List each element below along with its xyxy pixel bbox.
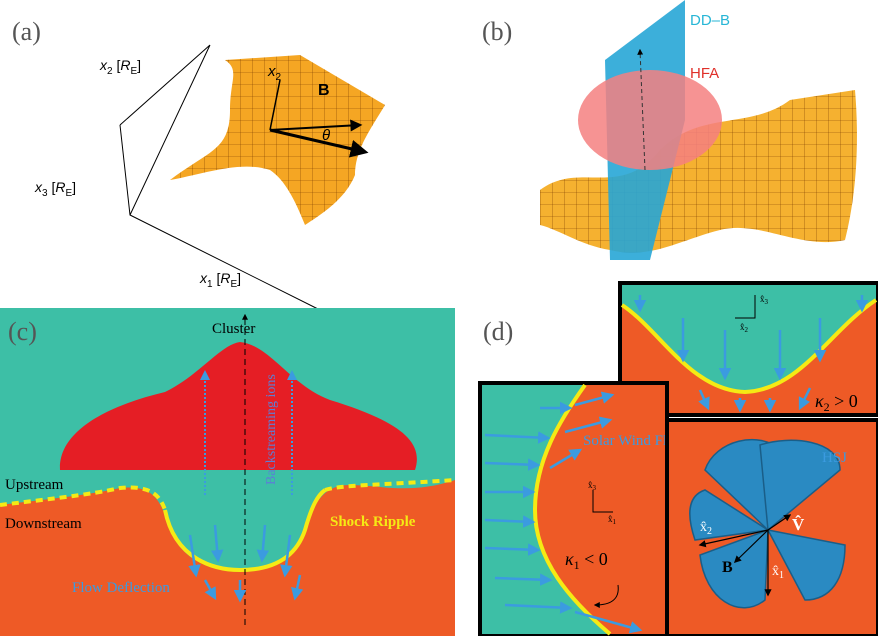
upstream-label: Upstream — [5, 477, 64, 493]
vector-x1 — [269, 119, 363, 132]
foreshock-blob — [59, 342, 417, 470]
upstream-region — [622, 285, 876, 392]
text-part: x — [99, 57, 108, 73]
curvature-label: κ1 < 0 — [565, 549, 608, 572]
text-part: > 0 — [830, 391, 858, 411]
normal-axis — [637, 48, 646, 171]
hsj-label: HSJ — [822, 450, 847, 466]
text-part: x̂ — [760, 294, 765, 304]
text-part: R — [120, 57, 130, 73]
text-part: 1 — [779, 570, 784, 581]
plane-label: DD–B — [690, 12, 730, 29]
flow-arrows — [484, 391, 643, 634]
text-part: < 0 — [580, 549, 608, 569]
ion-arrows — [200, 370, 297, 495]
flow-arrows — [633, 295, 869, 413]
panel-d: (d) x̂3 x̂2 κ2 > 0 x̂3 x̂1 Solar Wind Fl… — [478, 281, 878, 636]
panel-b: (b) DD–B HFA — [482, 0, 857, 260]
text-part: 3 — [765, 298, 769, 306]
axes-glyph — [735, 295, 756, 319]
curvature-arrow — [593, 584, 619, 608]
panel-label: (b) — [482, 17, 512, 46]
text-part: 2 — [107, 66, 113, 77]
spacecraft-label: Cluster — [212, 321, 255, 337]
text-part: x — [199, 270, 208, 286]
text-part: x̂ — [740, 322, 745, 332]
axis-label: x2 [RE] — [99, 57, 141, 77]
text-part: E — [65, 188, 72, 199]
angle-label: θ — [322, 127, 330, 144]
surface-grid — [170, 55, 385, 225]
text-part: Solar Wind Flow — [583, 433, 686, 449]
text-part: x — [267, 63, 276, 80]
text-part: 3 — [593, 484, 597, 492]
shock-curve — [620, 298, 878, 395]
panel-c: (c) Cluster Backstreaming ions Upstream … — [0, 308, 456, 636]
axis-label: x1 [RE] — [199, 270, 241, 290]
axis-label: x3 [RE] — [34, 179, 76, 199]
text-part: κ — [565, 549, 574, 569]
text-part: 2 — [276, 72, 282, 83]
axis-label: x̂1 — [772, 564, 784, 581]
panel-a: (a) x2 [RE] x3 [RE] x1 [RE] x2 B θ — [12, 17, 385, 311]
vector-label: x2 — [267, 63, 282, 83]
shock-dashed — [324, 478, 456, 492]
axis-label: x̂3 — [760, 294, 769, 306]
axis-label: x̂1 — [608, 514, 617, 526]
shock-dashed — [0, 485, 167, 511]
text-part: 2 — [745, 326, 749, 334]
text-part: x̂ — [772, 564, 779, 579]
axis-label: x̂3 — [588, 480, 597, 492]
hsj-shape — [689, 438, 846, 609]
axis-label: x̂2 — [700, 520, 712, 537]
axes-box — [119, 44, 321, 311]
axis-label: x̂2 — [740, 322, 749, 334]
downstream-region — [0, 480, 455, 636]
downstream-label: Downstream — [5, 516, 82, 532]
deflection-label: Flow Deflection — [72, 580, 170, 596]
hsj-axes — [698, 514, 792, 597]
text-part: 2 — [707, 526, 712, 537]
shock-label: Shock Ripple — [330, 514, 416, 530]
text-part: x̂ — [588, 480, 593, 490]
text-part: 3 — [42, 188, 48, 199]
text-part: 2 — [824, 400, 830, 414]
ions-label: Backstreaming ions — [264, 374, 279, 485]
text-part: E — [230, 279, 237, 290]
text-part: R — [220, 270, 230, 286]
text-part: R — [55, 179, 65, 195]
panel-label: (a) — [12, 17, 41, 46]
curvature-label: κ2 > 0 — [815, 391, 858, 414]
panel-label: (c) — [8, 317, 37, 346]
blob-label: HFA — [690, 65, 719, 82]
text-part: 1 — [613, 518, 617, 526]
hfa-blob — [578, 70, 722, 170]
axes-glyph — [592, 490, 613, 513]
flow-label: Solar Wind Flow — [583, 433, 686, 449]
upstream-region — [482, 385, 610, 634]
text-part: E — [130, 66, 137, 77]
flow-arrows — [188, 524, 304, 603]
text-part: κ — [815, 391, 824, 411]
text-part: 1 — [574, 558, 580, 572]
panel-label: (d) — [483, 317, 513, 346]
vector-x2 — [269, 79, 281, 131]
text-part: x̂ — [700, 520, 707, 535]
text-part: x — [34, 179, 43, 195]
text-part: 1 — [207, 279, 213, 290]
axis-label: B — [722, 559, 733, 576]
text-part: x̂ — [608, 514, 613, 524]
field-label: B — [318, 82, 330, 99]
shock-curve — [532, 383, 612, 636]
vector-b — [269, 128, 369, 158]
axis-label: V̂ — [792, 515, 805, 534]
